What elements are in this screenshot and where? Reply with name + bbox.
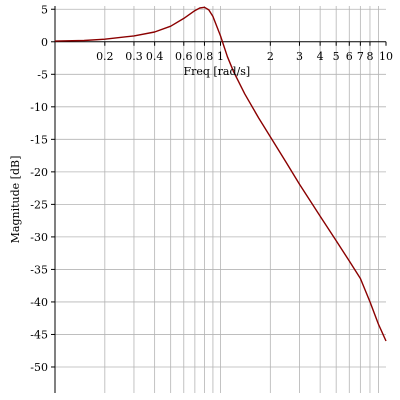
- x-tick-label: 10: [379, 50, 393, 63]
- y-tick-labels: 5 0 -5 -10 -15 -20 -25 -30 -35 -40 -45 -50: [30, 3, 48, 374]
- y-tick-label: 5: [41, 3, 48, 16]
- x-tick-label: 5: [333, 50, 340, 63]
- y-tick-label: -50: [30, 361, 48, 374]
- x-tick-labels: 0.2 0.3 0.4 0.6 0.8 1 2 3 4 5 6 7 8 10: [96, 50, 393, 63]
- x-tick-label: 6: [346, 50, 353, 63]
- series-group: [54, 6, 387, 342]
- y-tick-marks: [51, 8, 55, 368]
- y-tick-label: -10: [30, 101, 48, 114]
- y-tick-label: -15: [30, 133, 48, 146]
- x-tick-label: 0.8: [196, 50, 214, 63]
- x-tick-label: 4: [317, 50, 324, 63]
- x-tick-marks: [104, 41, 387, 46]
- x-tick-label: 0.2: [96, 50, 114, 63]
- y-gridlines: [55, 8, 386, 368]
- y-tick-label: 0: [41, 36, 48, 49]
- x-tick-label: 7: [357, 50, 364, 63]
- series-line-1: [54, 6, 387, 342]
- y-tick-label: -30: [30, 231, 48, 244]
- x-tick-label: 0.6: [175, 50, 193, 63]
- x-tick-label: 8: [366, 50, 373, 63]
- x-tick-label: 3: [296, 50, 303, 63]
- y-tick-label: -20: [30, 166, 48, 179]
- x-gridlines: [104, 6, 379, 393]
- x-axis-title: Freq [rad/s]: [183, 65, 250, 78]
- y-tick-label: -45: [30, 328, 48, 341]
- x-tick-label: 2: [267, 50, 274, 63]
- x-tick-label: 1: [217, 50, 224, 63]
- y-tick-label: -40: [30, 296, 48, 309]
- y-tick-label: -25: [30, 198, 48, 211]
- y-axis-title: Magnitude [dB]: [9, 156, 22, 244]
- y-tick-label: -35: [30, 263, 48, 276]
- y-tick-label: -5: [37, 68, 48, 81]
- x-tick-label: 0.4: [146, 50, 164, 63]
- x-tick-label: 0.3: [125, 50, 143, 63]
